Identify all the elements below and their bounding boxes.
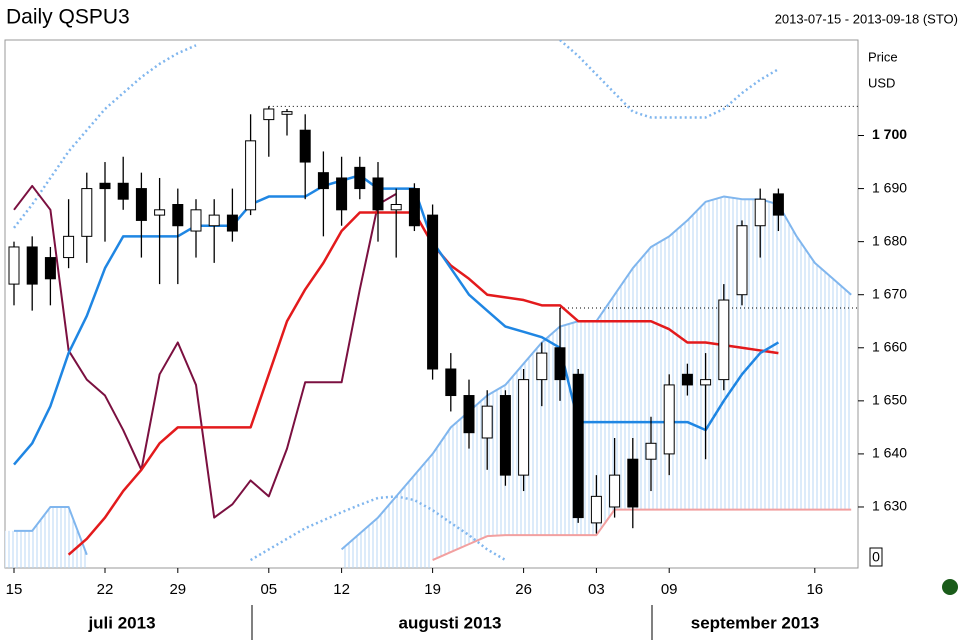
y-tick-label: 1 700 [872, 126, 907, 142]
candle-body [718, 299, 730, 381]
candle-body [44, 257, 56, 280]
candle-body [463, 395, 475, 434]
x-tick-label: 15 [6, 581, 23, 598]
candle-body [645, 442, 657, 460]
candle-body [208, 214, 220, 227]
candle-body [427, 214, 439, 370]
candle-body [354, 166, 366, 190]
candle-body [8, 246, 20, 285]
x-tick-label: 12 [333, 581, 350, 598]
y-axis-unit: USD [868, 75, 895, 90]
candle-body [63, 235, 75, 259]
indicator-line [432, 508, 852, 561]
candle-body [536, 352, 548, 381]
x-tick-label: 22 [97, 581, 114, 598]
x-tick-label: 19 [424, 581, 441, 598]
indicator-line [67, 211, 779, 556]
y-tick-label: 1 690 [872, 179, 907, 195]
candle-body [172, 204, 184, 227]
status-dot [942, 579, 958, 595]
indicator-line [13, 184, 397, 519]
candle-body [627, 458, 639, 508]
y-tick-label: 1 680 [872, 232, 907, 248]
candle-body [190, 209, 202, 232]
candle-body [481, 405, 493, 439]
candle-body [117, 182, 129, 200]
candle-body [445, 368, 457, 397]
candle-body [372, 177, 384, 211]
month-label: juli 2013 [87, 613, 155, 632]
corner-box [869, 547, 883, 567]
indicator-line [249, 495, 507, 562]
candle-body [518, 379, 530, 476]
y-tick-label: 1 650 [872, 392, 907, 408]
candle-body [499, 395, 511, 476]
month-label: augusti 2013 [399, 613, 502, 632]
x-tick-label: 09 [661, 581, 678, 598]
candle-body [700, 379, 712, 386]
candle-body [245, 140, 257, 211]
x-tick-label: 05 [260, 581, 277, 598]
candle-body [135, 188, 147, 221]
x-tick-label: 26 [515, 581, 532, 598]
candle-body [736, 225, 748, 296]
y-tick-label: 1 670 [872, 285, 907, 301]
candle-body [609, 474, 621, 508]
candle-body [663, 384, 675, 455]
corner-label: 0 [872, 549, 880, 565]
x-tick-label: 03 [588, 581, 605, 598]
plot-area [5, 40, 858, 568]
chart-title: Daily QSPU3 [6, 6, 130, 29]
y-tick-label: 1 630 [872, 498, 907, 514]
candle-body [754, 198, 766, 227]
x-tick-label: 29 [169, 581, 186, 598]
candle-body [554, 347, 566, 381]
y-tick-label: 1 660 [872, 338, 907, 354]
candle-body [336, 177, 348, 211]
month-label: september 2013 [691, 613, 820, 632]
candle-body [26, 246, 38, 285]
candle-body [390, 204, 402, 211]
y-axis-label: Price [868, 49, 898, 64]
candle-body [226, 214, 238, 232]
candle-body [408, 188, 420, 227]
candle-body [772, 193, 784, 216]
candle-body [317, 172, 329, 190]
candle-body [572, 373, 584, 519]
candle-body [99, 182, 111, 190]
candle-body [590, 495, 602, 524]
date-range: 2013-07-15 - 2013-09-18 (STO) [775, 11, 958, 26]
y-tick-label: 1 640 [872, 445, 907, 461]
candle-body [154, 209, 166, 216]
x-tick-label: 16 [806, 581, 823, 598]
candle-body [263, 108, 275, 121]
candle-body [681, 373, 693, 386]
indicator-line [13, 40, 780, 229]
candle-body [299, 129, 311, 163]
candle-body [81, 188, 93, 237]
candle-body [281, 111, 293, 115]
